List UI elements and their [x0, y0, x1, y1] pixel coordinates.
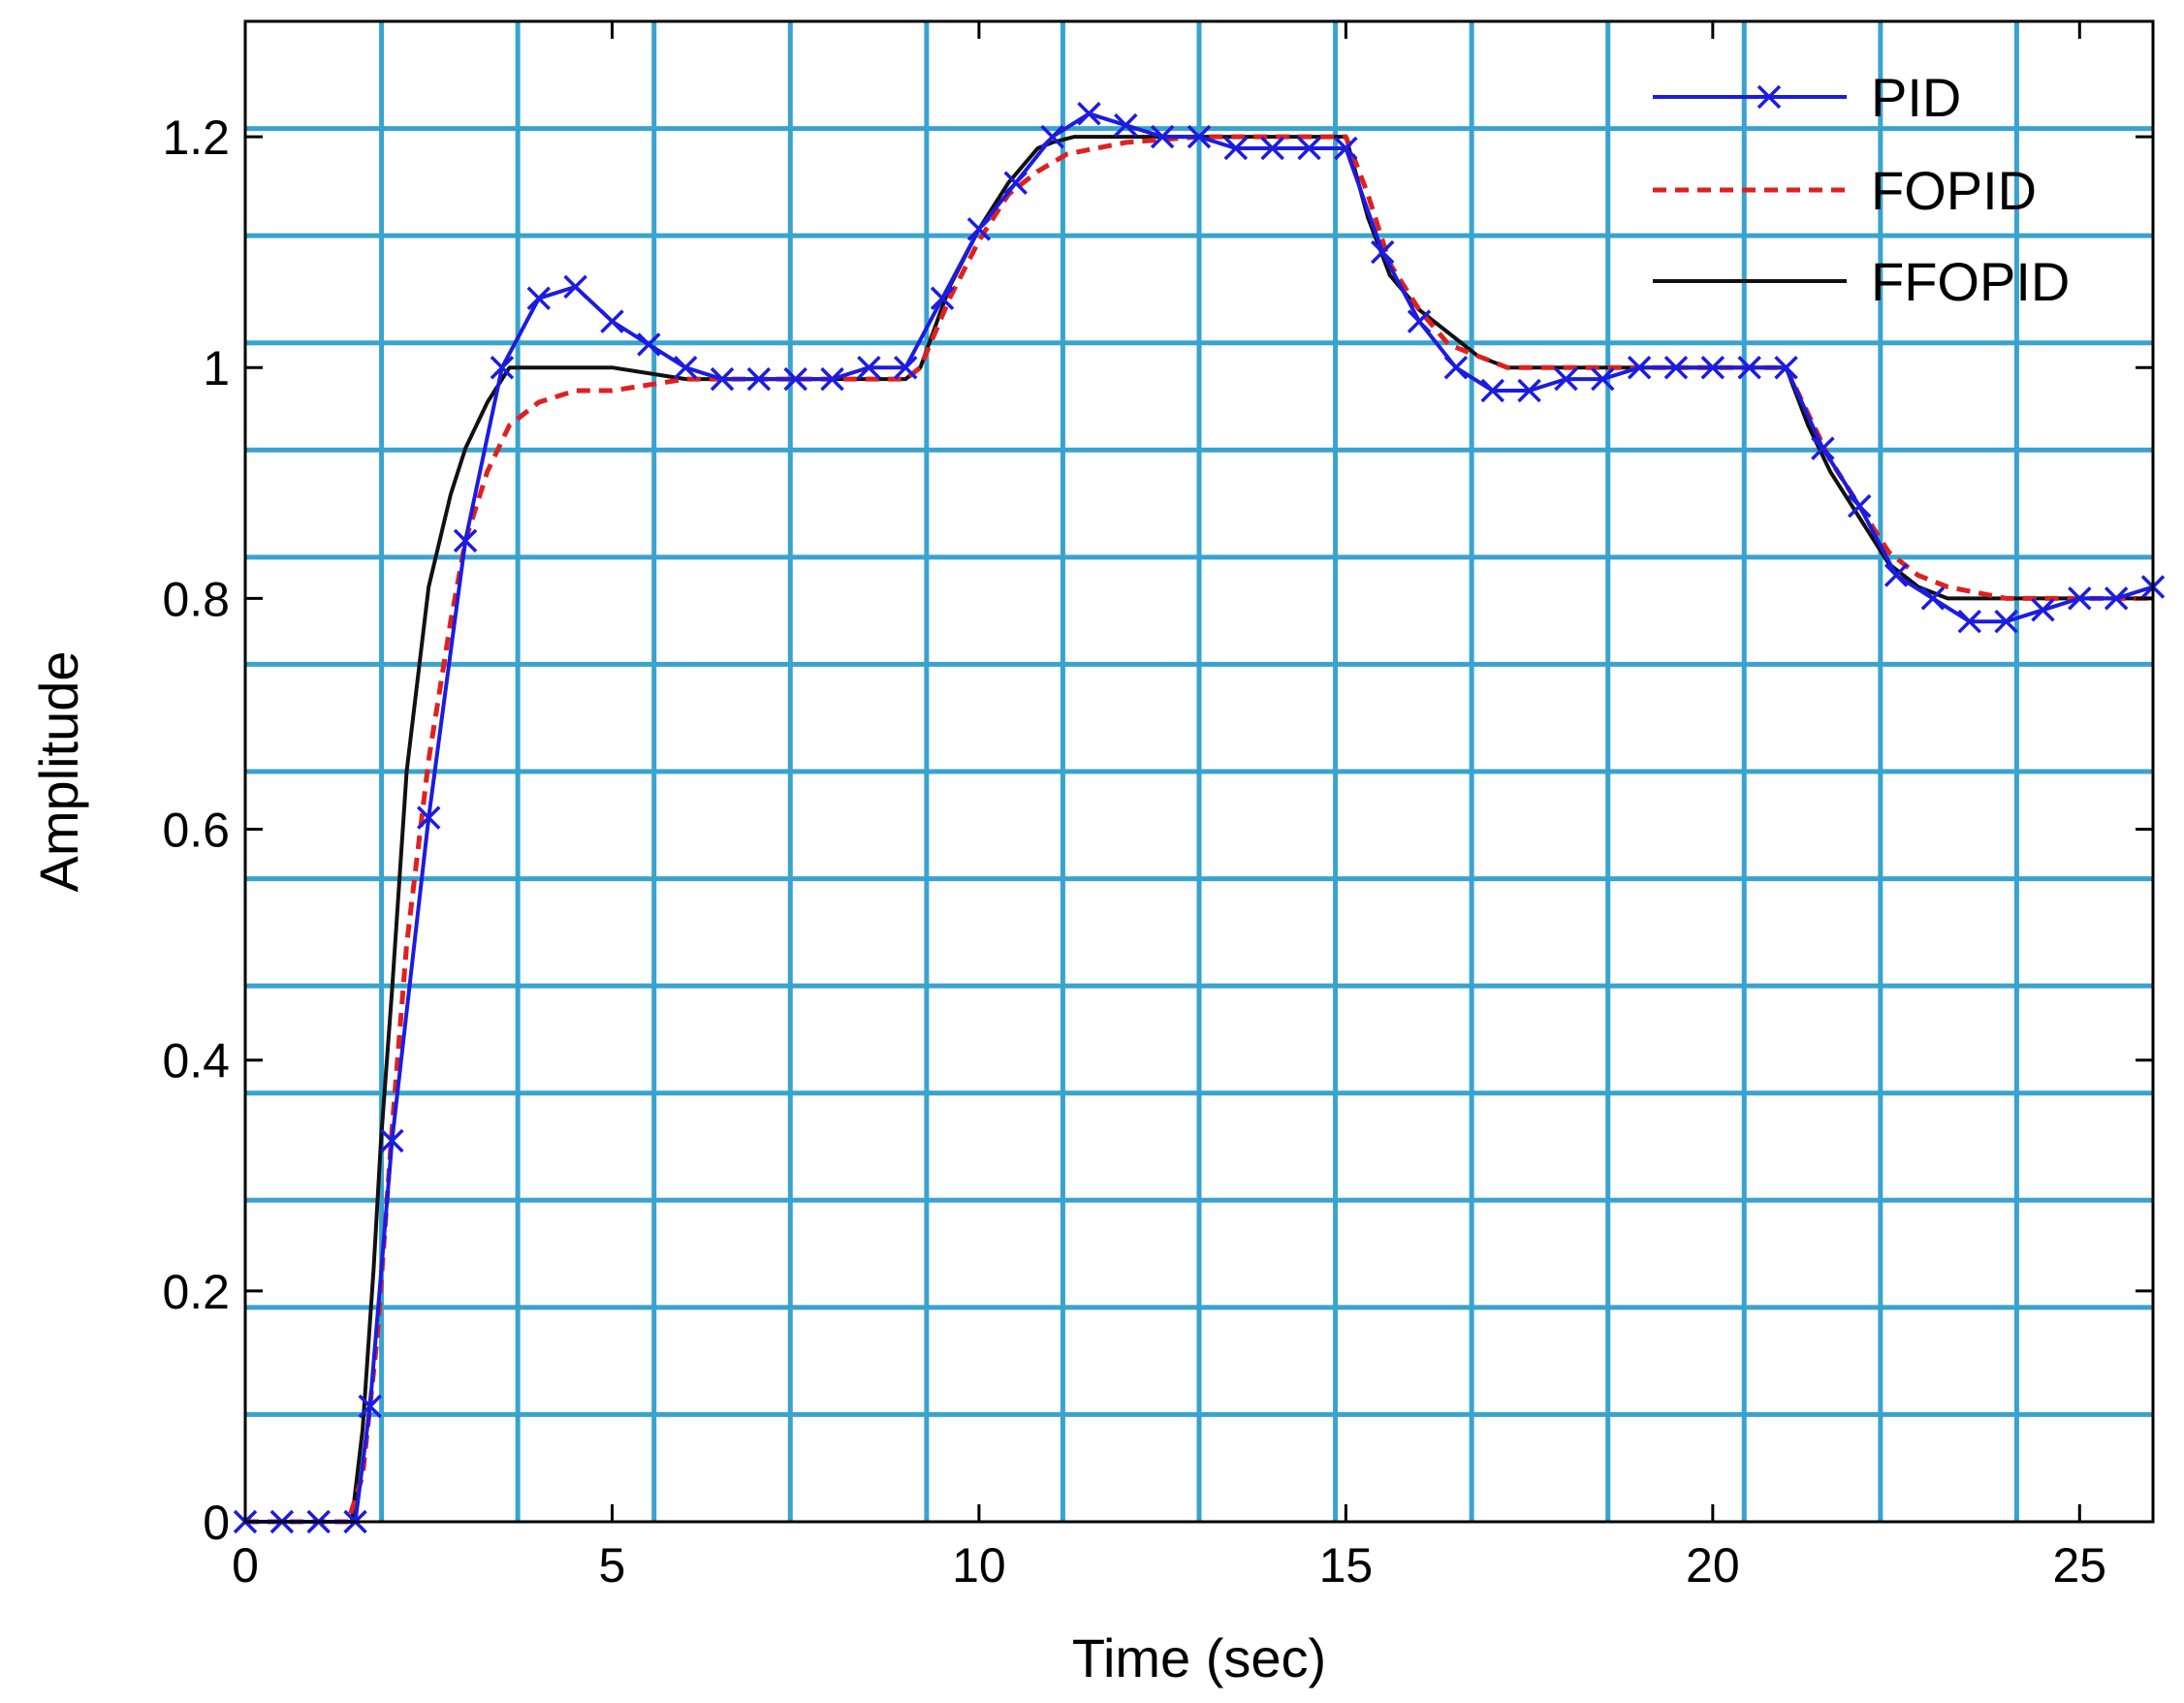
pid-data-point [1627, 355, 1652, 380]
y-tick-label: 0.4 [162, 1034, 230, 1088]
x-tick-label: 20 [1686, 1538, 1740, 1593]
x-tick-label: 0 [232, 1538, 259, 1593]
legend-item-fopid: FOPID [1653, 160, 2037, 221]
pid-data-point [416, 805, 441, 830]
pid-data-point [1077, 102, 1101, 126]
pid-data-point [746, 366, 772, 392]
pid-data-point [1920, 586, 1946, 611]
pid-data-point [820, 366, 844, 392]
pid-data-point [1443, 355, 1469, 380]
pid-data-point [1774, 355, 1798, 380]
pid-data-point [930, 286, 955, 311]
pid-data-point [563, 274, 587, 300]
pid-data-point [1847, 493, 1872, 519]
pid-data-point [2031, 598, 2055, 622]
pid-data-point [1114, 112, 1138, 138]
pid-data-point [1370, 239, 1395, 265]
pid-data-point [857, 355, 881, 380]
x-tick-label: 10 [952, 1538, 1006, 1593]
pid-data-point [710, 366, 735, 392]
legend-label: FFOPID [1871, 251, 2070, 312]
x-axis-label: Time (sec) [1072, 1627, 1326, 1688]
y-tick-label: 0.2 [162, 1265, 230, 1319]
pid-data-point [966, 217, 992, 241]
pid-data-point [380, 1128, 404, 1153]
pid-data-point [1187, 124, 1212, 149]
legend: PID FOPID FFOPID [1653, 67, 2070, 312]
y-tick-label: 0.6 [162, 804, 230, 858]
pid-data-point [1811, 436, 1835, 460]
x-tick-label: 5 [599, 1538, 626, 1593]
legend-marker [1757, 84, 1782, 110]
pid-data-point [783, 366, 807, 392]
pid-data-point [637, 332, 661, 357]
ffopid-series-line [245, 135, 2153, 1524]
pid-data-point [1663, 355, 1689, 380]
pid-data-point [1994, 609, 2018, 634]
pid-data-point [1957, 609, 1982, 634]
pid-data-point [490, 355, 515, 380]
pid-data-point [526, 286, 552, 311]
pid-data-point [673, 355, 698, 380]
pid-data-point [893, 355, 918, 380]
legend-item-pid: PID [1653, 67, 1961, 128]
pid-data-point [1591, 366, 1615, 392]
x-tick-label: 15 [1319, 1538, 1374, 1593]
tick-layer [243, 21, 2153, 1524]
legend-item-ffopid: FFOPID [1653, 251, 2070, 312]
y-tick-label: 0.8 [162, 572, 230, 626]
pid-data-point [1480, 378, 1505, 403]
pid-data-point [2068, 586, 2092, 611]
y-axis-label: Amplitude [28, 650, 89, 892]
pid-data-point [2104, 586, 2129, 611]
pid-data-point [1003, 171, 1029, 195]
pid-data-point [600, 309, 624, 333]
pid-data-point [1150, 124, 1175, 149]
pid-data-point [1334, 136, 1358, 161]
pid-data-point [1040, 124, 1064, 149]
pid-data-point [1554, 366, 1578, 392]
pid-data-point [453, 528, 478, 553]
pid-series-line [245, 111, 2154, 1524]
legend-label: PID [1871, 67, 1961, 128]
x-tick-label: 25 [2052, 1538, 2106, 1593]
pid-data-point [1407, 309, 1432, 333]
y-tick-label: 0 [203, 1496, 230, 1550]
pid-data-point [1297, 136, 1321, 161]
tick-label-layer: 0 5 10 15 20 25 0 0.2 0.4 0.6 0.8 1 1.2 [162, 110, 2106, 1593]
pid-data-point [1883, 563, 1909, 587]
pid-data-point [1737, 355, 1761, 380]
pid-data-point [358, 1394, 382, 1419]
pid-data-point [1700, 355, 1725, 380]
series-layer [233, 102, 2166, 1534]
plot-frame [243, 19, 2155, 1524]
pid-data-point [1517, 378, 1541, 403]
pid-markers [233, 102, 2166, 1534]
legend-label: FOPID [1871, 160, 2037, 221]
y-tick-label: 1 [203, 341, 230, 395]
pid-data-point [1260, 136, 1284, 161]
y-tick-label: 1.2 [162, 110, 230, 165]
pid-data-point [1223, 136, 1249, 161]
grid-layer [245, 21, 2153, 1522]
